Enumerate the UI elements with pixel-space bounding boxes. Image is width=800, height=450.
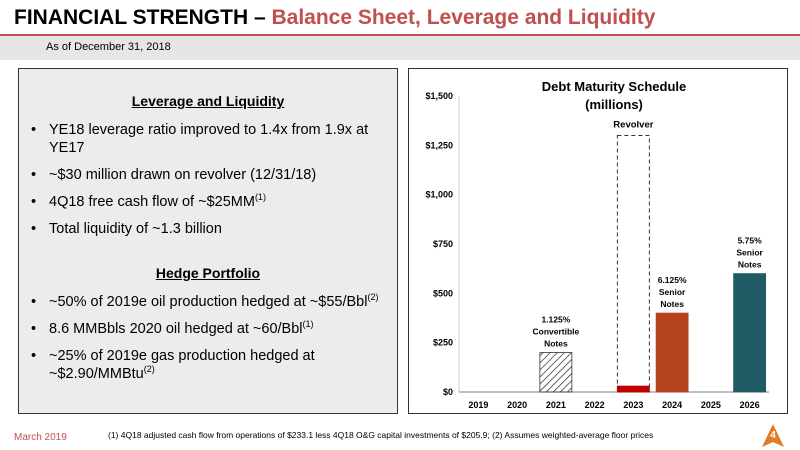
title-accent: Balance Sheet, Leverage and Liquidity [271,6,656,29]
bar-data-label: 6.125% [658,275,687,285]
hedge-bullet-text: ~50% of 2019e oil production hedged at ~… [49,294,368,310]
page-number: 4 [770,430,776,441]
x-tick-label: 2022 [585,400,605,410]
footnote-marker: (2) [367,292,379,303]
x-tick-label: 2021 [546,400,566,410]
as-of-date: As of December 31, 2018 [46,41,171,53]
bar-2023 [616,385,650,393]
x-tick-label: 2024 [662,400,682,410]
footer-date: March 2019 [14,432,67,443]
leverage-bullets: YE18 leverage ratio improved to 1.4x fro… [31,121,381,247]
leverage-bullet-text: ~$30 million drawn on revolver (12/31/18… [49,167,317,183]
bar-data-label: Convertible [532,327,579,337]
x-tick-label: 2019 [468,400,488,410]
chart-title: Debt Maturity Schedule [542,79,686,94]
bar-2024 [655,312,689,393]
hedge-bullet: ~25% of 2019e gas production hedged at ~… [31,347,381,383]
y-tick-label: $1,250 [425,140,453,150]
bar-data-label: 1.125% [541,315,570,325]
subheader-band [0,36,800,60]
chart-subtitle: (millions) [585,97,643,112]
hedge-bullet: ~50% of 2019e oil production hedged at ~… [31,293,381,311]
y-tick-label: $0 [443,387,453,397]
leverage-bullet: Total liquidity of ~1.3 billion [31,220,381,238]
leverage-bullet: YE18 leverage ratio improved to 1.4x fro… [31,121,381,157]
leverage-bullet: ~$30 million drawn on revolver (12/31/18… [31,166,381,184]
hedge-bullets: ~50% of 2019e oil production hedged at ~… [31,293,381,392]
y-tick-label: $750 [433,239,453,249]
bar-data-label: Senior [659,287,686,297]
leverage-bullet-text: Total liquidity of ~1.3 billion [49,221,222,237]
leverage-heading: Leverage and Liquidity [131,93,285,109]
hedge-heading: Hedge Portfolio [155,265,261,281]
y-tick-label: $250 [433,338,453,348]
hedge-bullet: 8.6 MMBbls 2020 oil hedged at ~60/Bbl(1) [31,320,381,338]
summary-panel: Leverage and Liquidity YE18 leverage rat… [18,68,398,414]
bar-data-label: Notes [660,299,684,309]
bar-data-label: Notes [544,339,568,349]
footnote-marker: (2) [143,364,155,375]
title-main: FINANCIAL STRENGTH – [14,6,272,29]
y-tick-label: $1,000 [425,190,453,200]
revolver-capacity-outline [616,134,650,393]
footnote: (1) 4Q18 adjusted cash flow from operati… [108,430,654,440]
x-tick-label: 2023 [623,400,643,410]
leverage-bullet: 4Q18 free cash flow of ~$25MM(1) [31,193,381,211]
bar-data-label: Senior [736,248,763,258]
revolver-label: Revolver [613,119,653,130]
hedge-bullet-text: 8.6 MMBbls 2020 oil hedged at ~60/Bbl [49,321,303,337]
bar-data-label: Notes [738,260,762,270]
bar-data-label: 5.75% [738,236,763,246]
title-rule [0,34,800,36]
bar-2026 [733,273,767,393]
leverage-bullet-text: 4Q18 free cash flow of ~$25MM [49,194,255,210]
page-title: FINANCIAL STRENGTH – Balance Sheet, Leve… [14,6,655,30]
x-tick-label: 2025 [701,400,721,410]
x-tick-label: 2026 [740,400,760,410]
hedge-bullet-text: ~25% of 2019e gas production hedged at ~… [49,348,315,382]
x-tick-label: 2020 [507,400,527,410]
bar-2021 [539,352,573,393]
company-logo-icon [762,424,784,447]
leverage-bullet-text: YE18 leverage ratio improved to 1.4x fro… [49,122,369,156]
footnote-marker: (1) [254,192,266,203]
debt-maturity-chart: Debt Maturity Schedule (millions) $0 $250… [408,68,788,414]
footnote-marker: (1) [302,319,314,330]
chart-svg: Debt Maturity Schedule (millions) $0 $250… [425,79,769,410]
y-tick-label: $500 [433,288,453,298]
y-tick-label: $1,500 [425,91,453,101]
